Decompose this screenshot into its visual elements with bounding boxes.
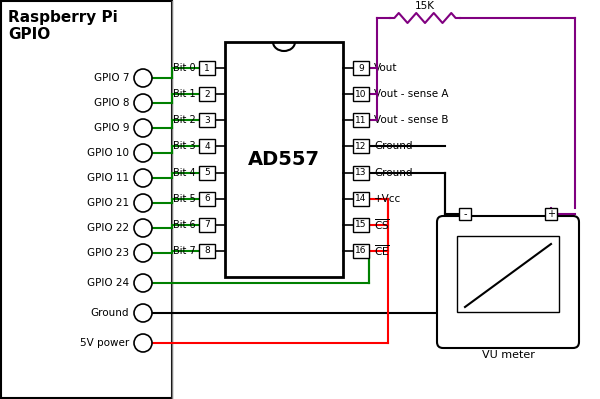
Text: 6: 6 [204,194,210,203]
Circle shape [134,119,152,137]
Circle shape [134,169,152,187]
Circle shape [134,274,152,292]
Text: Vout - sense B: Vout - sense B [374,115,449,125]
Bar [199,61,215,75]
Bar [545,208,557,220]
Text: 8: 8 [204,247,210,255]
Text: Vout - sense A: Vout - sense A [374,89,449,99]
Bar [199,244,215,258]
Bar [1,1,172,398]
Text: AD557: AD557 [248,150,320,169]
Text: +: + [547,209,555,219]
Circle shape [134,94,152,112]
Bar [353,87,369,101]
Text: VU meter: VU meter [482,350,535,360]
Text: GPIO 23: GPIO 23 [87,248,129,258]
Text: 14: 14 [355,194,367,203]
Bar [199,192,215,205]
Bar [459,208,471,220]
Bar [199,218,215,232]
Text: GPIO 11: GPIO 11 [87,173,129,183]
Bar [457,236,559,312]
Text: Vout: Vout [374,63,398,73]
Circle shape [134,304,152,322]
Text: $\overline{\mathsf{CS}}$: $\overline{\mathsf{CS}}$ [374,217,390,232]
Text: GPIO 24: GPIO 24 [87,278,129,288]
Circle shape [134,144,152,162]
Circle shape [134,219,152,237]
Circle shape [134,244,152,262]
Bar [199,113,215,127]
Bar [199,139,215,154]
Bar [225,42,343,277]
Text: Raspberry Pi
GPIO: Raspberry Pi GPIO [8,10,118,42]
Text: 4: 4 [204,142,210,151]
Bar [353,166,369,180]
Text: Bit 1: Bit 1 [173,89,196,99]
Text: GPIO 9: GPIO 9 [94,123,129,133]
Text: Ground: Ground [374,168,413,178]
Text: GPIO 21: GPIO 21 [87,198,129,208]
Text: Ground: Ground [91,308,129,318]
Text: $\overline{\mathsf{CE}}$: $\overline{\mathsf{CE}}$ [374,243,390,258]
Text: Bit 7: Bit 7 [173,246,196,256]
Bar [353,218,369,232]
Text: Bit 2: Bit 2 [173,115,196,125]
Bar [353,244,369,258]
Text: Bit 0: Bit 0 [173,63,196,73]
Text: 2: 2 [204,90,210,99]
Text: 16: 16 [355,247,367,255]
Text: +Vcc: +Vcc [374,194,401,203]
Bar [199,166,215,180]
Text: Bit 3: Bit 3 [173,141,196,152]
Text: 5V power: 5V power [80,338,129,348]
Text: 13: 13 [355,168,367,177]
Text: GPIO 7: GPIO 7 [94,73,129,83]
Text: -: - [463,209,467,219]
Bar [353,192,369,205]
Text: Bit 4: Bit 4 [173,168,196,178]
Text: 12: 12 [355,142,367,151]
Text: 9: 9 [358,63,364,73]
Text: 3: 3 [204,116,210,125]
Text: GPIO 10: GPIO 10 [87,148,129,158]
Text: 15: 15 [355,220,367,229]
Text: GPIO 22: GPIO 22 [87,223,129,233]
Text: 1: 1 [204,63,210,73]
FancyBboxPatch shape [437,216,579,348]
Text: 10: 10 [355,90,367,99]
Text: 7: 7 [204,220,210,229]
Bar [199,87,215,101]
Bar [353,113,369,127]
Text: GPIO 8: GPIO 8 [94,98,129,108]
Circle shape [134,69,152,87]
Bar [353,61,369,75]
Circle shape [134,334,152,352]
Text: Ground: Ground [374,141,413,152]
Text: Bit 6: Bit 6 [173,220,196,230]
Text: 15K: 15K [415,1,435,11]
Bar [353,139,369,154]
Text: Bit 5: Bit 5 [173,194,196,203]
Circle shape [134,194,152,212]
Text: 11: 11 [355,116,367,125]
Text: 5: 5 [204,168,210,177]
